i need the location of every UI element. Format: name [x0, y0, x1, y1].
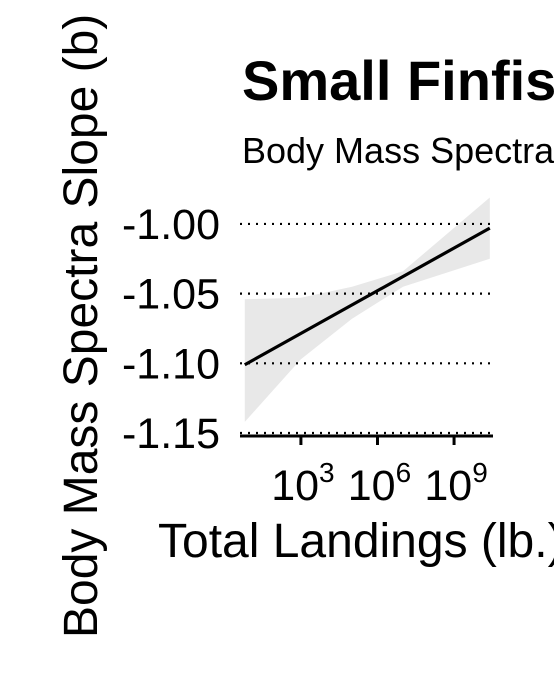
y-tick-label: -1.00	[122, 201, 220, 249]
y-tick-label: -1.05	[122, 271, 220, 319]
y-tick-label: -1.10	[122, 340, 220, 388]
confidence-ribbon-layer	[244, 197, 490, 422]
x-tick-labels: 103 106 109	[271, 457, 488, 510]
y-axis-label: Body Mass Spectra Slope (b)	[55, 14, 108, 638]
trend-line	[243, 226, 491, 367]
x-tick-label: 109	[424, 457, 487, 510]
chart-subtitle: Body Mass Spectra	[242, 130, 554, 171]
chart-title: Small Finfish	[242, 49, 554, 112]
x-tick-label: 103	[271, 457, 334, 510]
y-tick-labels: -1.00 -1.05 -1.10 -1.15	[122, 201, 220, 458]
y-tick-label: -1.15	[122, 410, 220, 458]
trend-line-layer	[243, 226, 491, 367]
x-axis	[240, 434, 493, 445]
x-axis-label: Total Landings (lb.)	[158, 515, 554, 568]
confidence-ribbon	[244, 197, 490, 422]
gridlines	[240, 222, 492, 435]
x-tick-label: 106	[348, 457, 411, 510]
